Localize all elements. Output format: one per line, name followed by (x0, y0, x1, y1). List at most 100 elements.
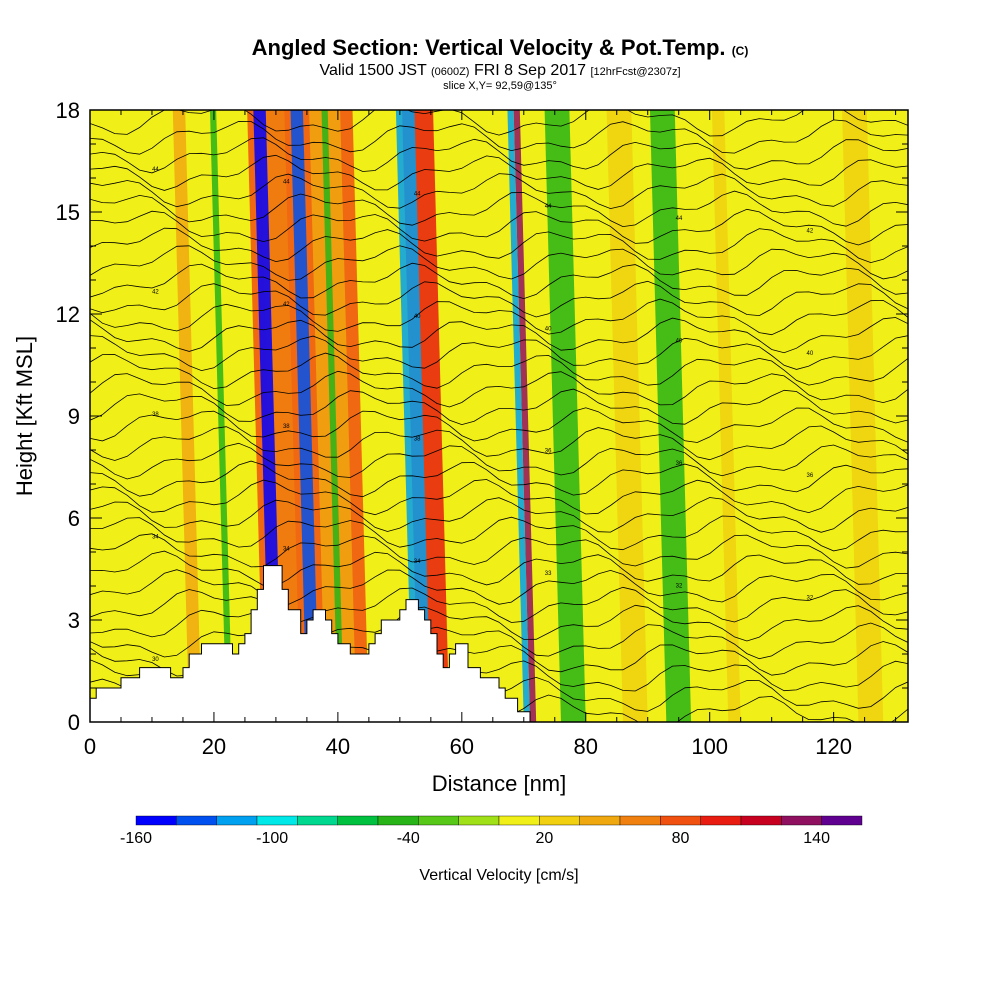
theta-label-9: 40 (545, 326, 552, 332)
chart-title-units: (C) (731, 44, 749, 58)
theta-contour-5 (90, 604, 908, 642)
theta-contour-32 (90, 119, 908, 155)
colorbar-label: 20 (535, 830, 553, 847)
colorbar-swatch (498, 815, 540, 826)
colorbar-swatch (458, 815, 500, 826)
downdraft-band-7 (649, 110, 692, 722)
chart-title: Angled Section: Vertical Velocity & Pot.… (0, 36, 1000, 63)
theta-label-23: 32 (806, 596, 813, 602)
theta-contour-13 (90, 460, 908, 498)
x-axis-title: Distance [nm] (432, 771, 567, 796)
theta-contour-22 (90, 298, 908, 336)
colorbar-swatch (377, 815, 419, 826)
downdraft-band-2 (395, 110, 431, 722)
theta-contour-33 (90, 110, 908, 137)
theta-label-21: 33 (545, 571, 552, 577)
colorbar-swatch (337, 815, 379, 826)
chart-title-text: Angled Section: Vertical Velocity & Pot.… (251, 35, 726, 60)
updraft-band-7 (711, 110, 741, 722)
x-tick-label: 60 (450, 734, 474, 759)
downdraft-band-1 (290, 110, 320, 722)
colorbar-label: 80 (672, 830, 690, 847)
theta-label-16: 36 (676, 461, 683, 467)
y-axis-title: Height [Kft MSL] (12, 336, 37, 496)
theta-contour-14 (90, 442, 908, 480)
colorbar-swatch (579, 815, 621, 826)
theta-label-1: 44 (283, 179, 290, 185)
updraft-band-4 (513, 110, 537, 722)
x-tick-label: 20 (202, 734, 226, 759)
colorbar-swatch (135, 815, 177, 826)
colorbar-swatch (660, 815, 701, 826)
theta-contour-30 (90, 154, 908, 191)
forecast-info-text: [12hrFcst@2307z] (590, 66, 681, 78)
terrain (90, 565, 908, 722)
colorbar-swatch (821, 815, 863, 826)
x-tick-label: 100 (691, 734, 728, 759)
y-tick-label: 18 (56, 98, 80, 123)
theta-label-2: 44 (414, 192, 421, 198)
updraft-band-6 (606, 110, 648, 722)
colorbar-label: -160 (120, 830, 152, 847)
theta-contour-18 (90, 370, 908, 408)
colorbar-swatch (539, 815, 580, 826)
theta-contour-25 (90, 245, 908, 281)
theta-contour-12 (90, 479, 908, 516)
theta-contour-24 (90, 262, 908, 300)
x-tick-label: 0 (84, 734, 96, 759)
theta-label-11: 40 (806, 351, 813, 357)
terrain-shape (90, 565, 908, 722)
theta-contour-27 (90, 208, 908, 246)
valid-time-line: Valid 1500 JST (0600Z) FRI 8 Sep 2017 [1… (0, 63, 1000, 80)
slice-info: slice X,Y= 92,59@135° (443, 80, 557, 92)
valid-time-text: Valid 1500 JST (319, 62, 427, 79)
theta-label-22: 32 (676, 583, 683, 589)
theta-label-4: 44 (676, 216, 683, 222)
colorbar-label: 140 (803, 830, 830, 847)
chart-header: Angled Section: Vertical Velocity & Pot.… (0, 36, 1000, 93)
updraft-band-5 (172, 110, 202, 722)
downdraft-band-5 (321, 110, 345, 722)
colorbar-swatch (619, 815, 661, 826)
x-tick-label: 80 (574, 734, 598, 759)
theta-contour-9 (90, 533, 908, 569)
theta-label-10: 40 (676, 339, 683, 345)
colorbar-label: -100 (256, 830, 288, 847)
theta-contour-11 (90, 497, 908, 533)
theta-contour-28 (90, 190, 908, 228)
theta-label-13: 38 (283, 424, 290, 430)
theta-contour-10 (90, 515, 908, 552)
colorbar-swatch (740, 815, 782, 826)
theta-contour-15 (90, 425, 908, 461)
theta-label-17: 36 (806, 473, 813, 479)
x-tick-label: 120 (815, 734, 852, 759)
colorbar-swatch (418, 815, 459, 826)
colorbar: -160 -100 -40 20 80 140 (120, 815, 863, 847)
theta-contour-29 (90, 173, 908, 210)
downdraft-band-6 (544, 110, 586, 722)
y-tick-label: 0 (68, 710, 80, 735)
theta-contour-17 (90, 388, 908, 426)
theta-label-12: 38 (152, 412, 159, 418)
valid-date-text: FRI 8 Sep 2017 (473, 62, 587, 79)
theta-contour-8 (90, 550, 908, 587)
colorbar-swatch (297, 815, 338, 826)
x-axis: 0 20 40 60 80 100 120 (84, 110, 897, 759)
updraft-band-8 (842, 110, 884, 722)
theta-label-7: 42 (283, 302, 290, 308)
theta-contours: 44 44 44 44 44 42 42 42 40 40 40 40 38 38 38 36 36 36 34 34… (90, 110, 908, 722)
theta-contour-19 (90, 352, 908, 390)
valid-utc-text: (0600Z) (430, 66, 470, 78)
theta-contour-4 (90, 622, 908, 660)
theta-label-6: 42 (152, 290, 159, 296)
y-tick-label: 9 (68, 404, 80, 429)
colorbar-label: -40 (397, 830, 420, 847)
colorbar-swatch (176, 815, 217, 826)
theta-label-5: 42 (806, 228, 813, 234)
theta-label-8: 40 (414, 314, 421, 320)
theta-contour-20 (90, 335, 908, 372)
theta-label-24: 30 (152, 657, 159, 663)
theta-contour-7 (90, 569, 908, 605)
